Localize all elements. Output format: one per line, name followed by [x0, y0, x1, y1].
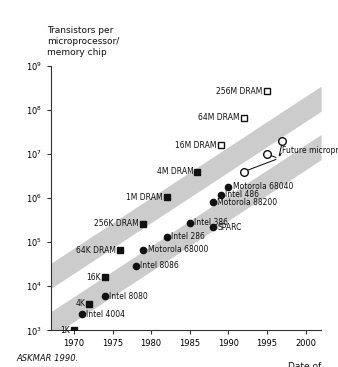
- Text: 16M DRAM: 16M DRAM: [175, 141, 217, 150]
- Text: Intel 286: Intel 286: [171, 232, 204, 241]
- Text: Future microprocessors: Future microprocessors: [283, 146, 338, 155]
- Text: 1K: 1K: [60, 326, 70, 335]
- Text: 4M DRAM: 4M DRAM: [156, 167, 193, 176]
- Text: Intel 486: Intel 486: [225, 190, 259, 199]
- Text: Intel 386: Intel 386: [194, 218, 228, 228]
- Text: 4K: 4K: [75, 299, 85, 308]
- Text: 16K: 16K: [86, 273, 101, 282]
- Text: Date of
introduction: Date of introduction: [266, 362, 321, 367]
- Text: Motorola 68040: Motorola 68040: [233, 182, 293, 192]
- Text: Intel 4004: Intel 4004: [86, 310, 125, 319]
- Text: 64M DRAM: 64M DRAM: [198, 113, 240, 122]
- Text: 256M DRAM: 256M DRAM: [216, 87, 263, 96]
- Text: Motorola 68000: Motorola 68000: [148, 245, 208, 254]
- Text: Transistors per
microprocessor/
memory chip: Transistors per microprocessor/ memory c…: [47, 26, 120, 57]
- Text: 64K DRAM: 64K DRAM: [76, 246, 116, 255]
- Text: Intel 8080: Intel 8080: [109, 291, 148, 301]
- Text: Intel 8086: Intel 8086: [140, 261, 178, 270]
- Text: 1M DRAM: 1M DRAM: [126, 193, 163, 202]
- Text: 256K DRAM: 256K DRAM: [95, 219, 139, 228]
- Text: ASKMAR 1990.: ASKMAR 1990.: [17, 354, 79, 363]
- Text: Motorola 88200: Motorola 88200: [217, 198, 277, 207]
- Text: SPARC: SPARC: [217, 223, 241, 232]
